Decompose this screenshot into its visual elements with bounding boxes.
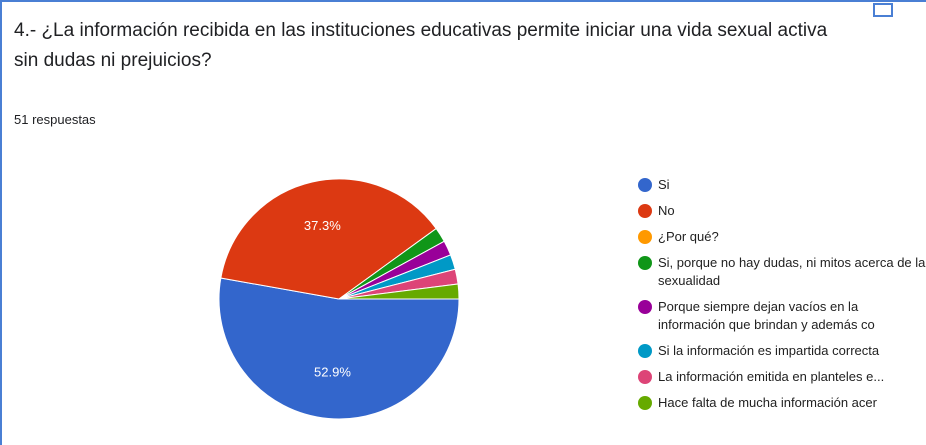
legend-swatch	[638, 370, 652, 384]
response-count: 51 respuestas	[14, 112, 96, 127]
slice-label: 37.3%	[304, 218, 341, 233]
question-title: 4.- ¿La información recibida en las inst…	[14, 20, 828, 71]
legend-item: ¿Por qué?	[636, 228, 926, 246]
legend-label: Hace falta de mucha información acer	[658, 395, 877, 410]
legend-item: Si la información es impartida correcta	[636, 342, 926, 360]
slice-label: 52.9%	[314, 365, 351, 380]
icon	[873, 3, 893, 17]
legend-swatch	[638, 396, 652, 410]
legend-item: La información emitida en planteles e...	[636, 368, 926, 386]
legend-item: Si, porque no hay dudas, ni mitos acerca…	[636, 254, 926, 290]
legend-item: Si	[636, 176, 926, 194]
legend-item: No	[636, 202, 926, 220]
legend: Si No ¿Por qué? Si, porque no hay dudas, ni…	[636, 176, 926, 420]
legend-item: Porque siempre dejan vacíos en la inform…	[636, 298, 926, 334]
legend-label: No	[658, 203, 675, 218]
legend-swatch	[638, 230, 652, 244]
legend-label: Si	[658, 177, 670, 192]
pie-slice	[218, 277, 460, 420]
legend-item: Hace falta de mucha información acer	[636, 394, 926, 412]
pie-slice	[220, 178, 437, 300]
legend-swatch	[638, 178, 652, 192]
legend-label: La información emitida en planteles e...	[658, 369, 885, 384]
legend-label: Porque siempre dejan vacíos en la inform…	[658, 299, 875, 332]
legend-label: Si la información es impartida correcta	[658, 343, 880, 358]
legend-swatch	[638, 256, 652, 270]
legend-label: Si, porque no hay dudas, ni mitos acerca…	[658, 255, 926, 288]
legend-swatch	[638, 344, 652, 358]
pie-slice	[338, 283, 460, 300]
legend-swatch	[638, 204, 652, 218]
legend-label: ¿Por qué?	[658, 229, 719, 244]
legend-swatch	[638, 300, 652, 314]
